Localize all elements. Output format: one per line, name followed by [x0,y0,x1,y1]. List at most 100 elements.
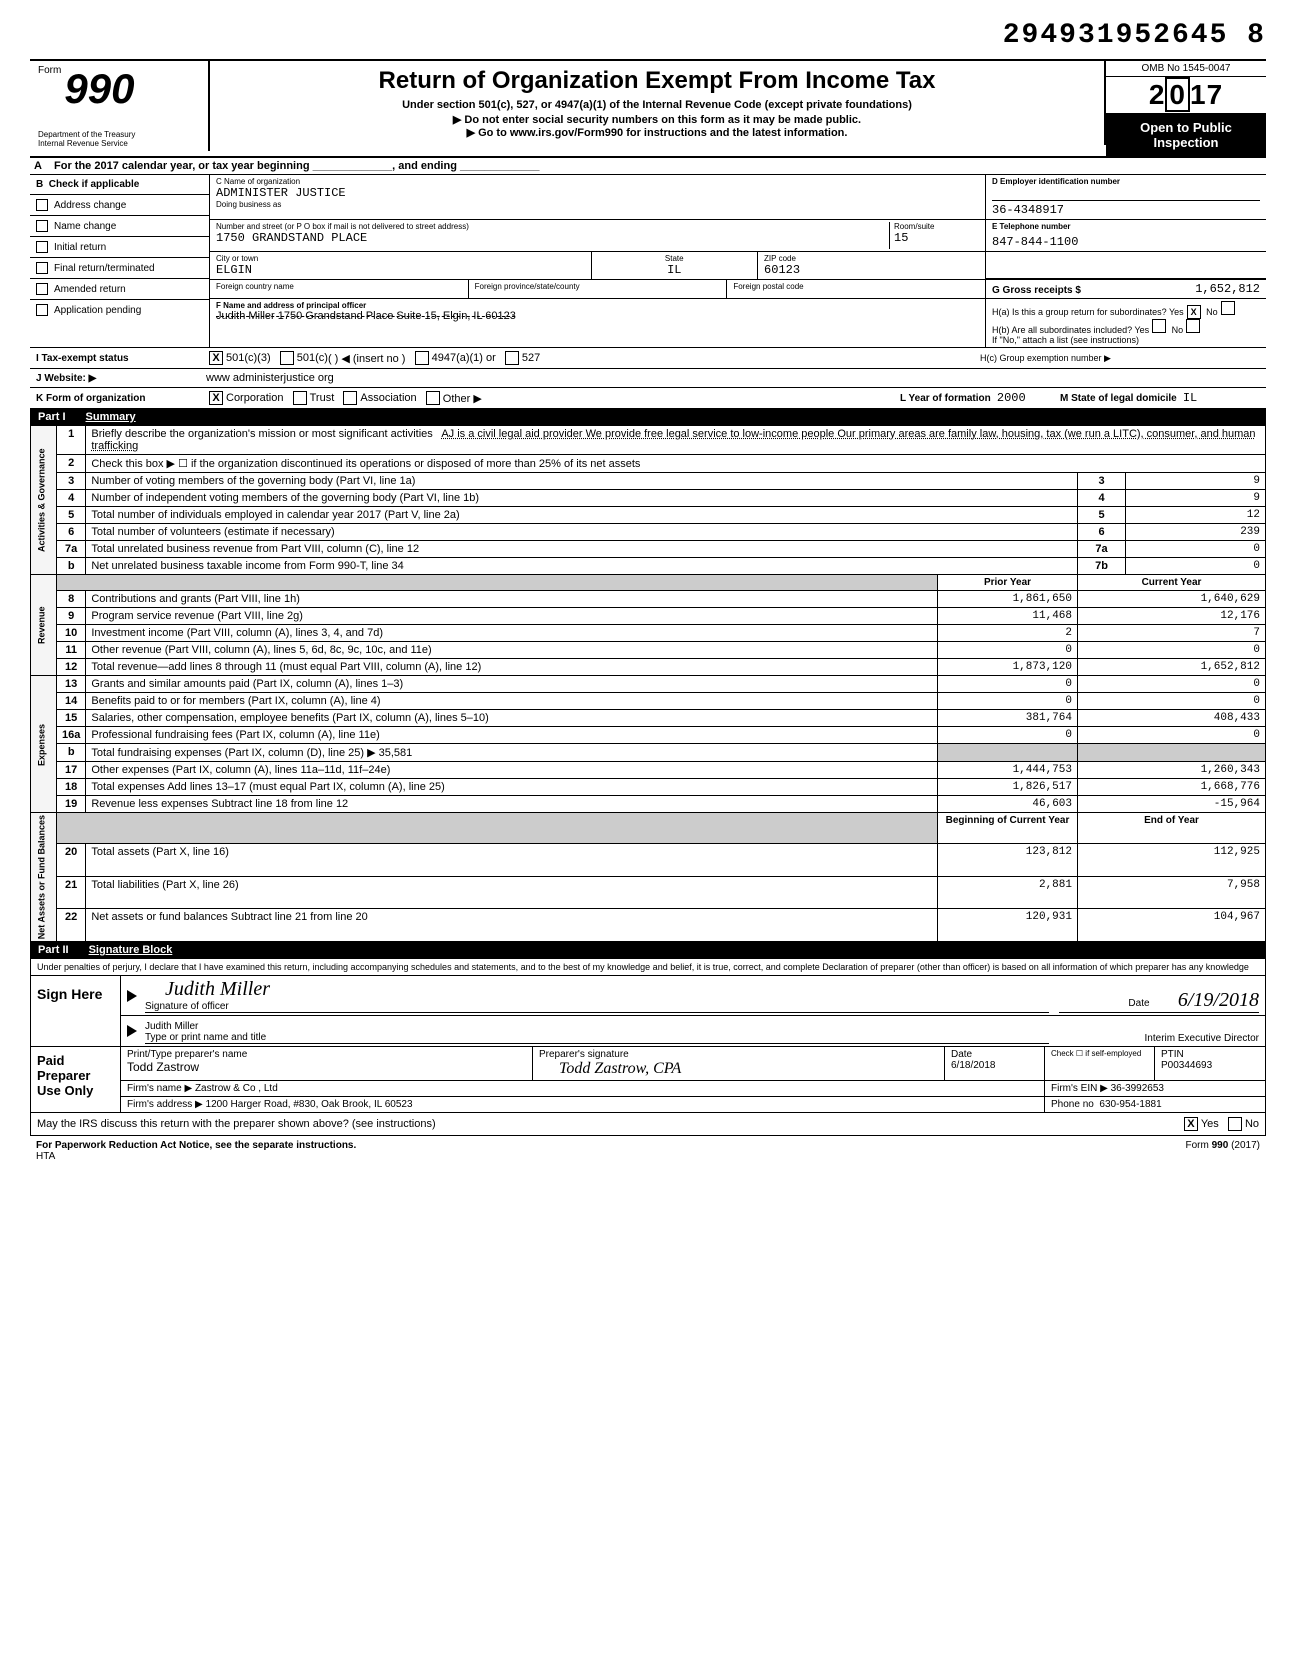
line-14-prior: 0 [938,693,1078,710]
line-12-curr: 1,652,812 [1078,659,1266,676]
ptin-label: PTIN [1161,1049,1259,1060]
side-net-assets: Net Assets or Fund Balances [31,813,57,942]
i-4947: 4947(a)(1) or [432,352,496,364]
line-17-desc: Other expenses (Part IX, column (A), lin… [86,762,938,779]
f-label: F Name and address of principal officer [216,301,979,310]
discuss-no-box[interactable] [1228,1117,1242,1131]
line-11-prior: 0 [938,642,1078,659]
omb-number: OMB No 1545-0047 [1106,61,1266,77]
discuss-question: May the IRS discuss this return with the… [37,1118,1181,1130]
principal-officer: Judith Miller 1750 Grandstand Place Suit… [216,310,979,322]
line-14-desc: Benefits paid to or for members (Part IX… [86,693,938,710]
k-other-box[interactable] [426,391,440,405]
hb-yes-box[interactable] [1152,319,1166,333]
chk-amended-return[interactable]: Amended return [30,279,209,300]
i-501c: 501(c) [297,352,328,364]
chk-name-change[interactable]: Name change [30,216,209,237]
self-employed-check[interactable]: Check ☐ if self-employed [1045,1047,1155,1080]
line-21-desc: Total liabilities (Part X, line 26) [86,876,938,909]
line-4-val: 9 [1126,490,1266,507]
line-10-curr: 7 [1078,625,1266,642]
line-5-val: 12 [1126,507,1266,524]
line-7a-val: 0 [1126,541,1266,558]
hta: HTA [36,1151,356,1162]
line-5-desc: Total number of individuals employed in … [86,507,1078,524]
line-13-curr: 0 [1078,676,1266,693]
form-subtitle-1: Under section 501(c), 527, or 4947(a)(1)… [220,99,1094,111]
zip-label: ZIP code [764,254,979,263]
chk-initial-return[interactable]: Initial return [30,237,209,258]
side-expenses: Expenses [31,676,57,813]
prep-name-label: Print/Type preparer's name [127,1049,526,1060]
row-i-label: I Tax-exempt status [36,353,206,364]
i-4947-box[interactable] [415,351,429,365]
chk-final-return[interactable]: Final return/terminated [30,258,209,279]
h-b-row: H(b) Are all subordinates included? Yes … [992,319,1260,335]
discuss-yes-box[interactable]: X [1184,1117,1198,1131]
row-k-label: K Form of organization [36,393,206,404]
firm-address: 1200 Harger Road, #830, Oak Brook, IL 60… [206,1099,413,1110]
m-label: M State of legal domicile [1060,393,1177,404]
line-14-curr: 0 [1078,693,1266,710]
street-value: 1750 GRANDSTAND PLACE [216,231,889,245]
ptin-value: P00344693 [1161,1060,1259,1071]
ha-yes-box[interactable]: X [1187,305,1201,319]
perjury-statement: Under penalties of perjury, I declare th… [31,959,1265,976]
officer-title: Interim Executive Director [1145,1033,1259,1044]
line-15-desc: Salaries, other compensation, employee b… [86,710,938,727]
state-label: State [598,254,752,263]
line-18-curr: 1,668,776 [1078,779,1266,796]
foreign-province-label: Foreign province/state/county [475,282,721,291]
k-assoc-box[interactable] [343,391,357,405]
chk-address-change[interactable]: Address change [30,195,209,216]
line-9-desc: Program service revenue (Part VIII, line… [86,608,938,625]
phone-label: Phone no [1051,1099,1094,1110]
state-domicile: IL [1183,391,1197,405]
i-527: 527 [522,352,540,364]
sign-here-label: Sign Here [31,976,121,1046]
chk-application-pending[interactable]: Application pending [30,300,209,320]
triangle-icon [127,1025,137,1037]
form-subtitle-3: ▶ Go to www.irs.gov/Form990 for instruct… [220,126,1094,139]
c-dba-label: Doing business as [216,200,979,209]
officer-name: Judith Miller [145,1021,198,1032]
c-street-label: Number and street (or P O box if mail is… [216,222,889,231]
state-value: IL [598,263,752,277]
foreign-country-label: Foreign country name [216,282,462,291]
k-other: Other ▶ [443,392,482,405]
line-7b-desc: Net unrelated business taxable income fr… [86,558,1078,575]
discuss-no: No [1245,1118,1259,1130]
line-7a-desc: Total unrelated business revenue from Pa… [86,541,1078,558]
line-17-curr: 1,260,343 [1078,762,1266,779]
line-2: Check this box ▶ ☐ if the organization d… [86,455,1266,473]
hdr-begin: Beginning of Current Year [938,813,1078,844]
gross-receipts-value: 1,652,812 [1081,282,1260,296]
firm-addr-label: Firm's address ▶ [127,1099,203,1110]
summary-table: Activities & Governance 1 Briefly descri… [30,425,1266,942]
line-22-desc: Net assets or fund balances Subtract lin… [86,909,938,942]
i-501c-paren: ( ) ◀ (insert no ) [328,352,406,365]
i-527-box[interactable] [505,351,519,365]
line-18-prior: 1,826,517 [938,779,1078,796]
org-name: ADMINISTER JUSTICE [216,186,979,200]
line-15-prior: 381,764 [938,710,1078,727]
preparer-signature: Todd Zastrow, CPA [559,1060,938,1078]
line-8-desc: Contributions and grants (Part VIII, lin… [86,591,938,608]
form-number: Form 990 [38,65,200,113]
line-15-curr: 408,433 [1078,710,1266,727]
line-18-desc: Total expenses Add lines 13–17 (must equ… [86,779,938,796]
k-trust-box[interactable] [293,391,307,405]
e-label: E Telephone number [992,222,1260,231]
part-1-header: Part I Summary [30,409,1266,425]
i-501c3-box[interactable]: X [209,351,223,365]
preparer-name: Todd Zastrow [127,1060,526,1074]
row-a-text: For the 2017 calendar year, or tax year … [54,160,1262,172]
hb-no-box[interactable] [1186,319,1200,333]
ha-no-box[interactable] [1221,301,1235,315]
k-corp-box[interactable]: X [209,391,223,405]
preparer-date: 6/18/2018 [951,1060,1038,1071]
type-print-label: Type or print name and title [145,1032,266,1043]
line-20-begin: 123,812 [938,843,1078,876]
i-501c-box[interactable] [280,351,294,365]
firm-ein: 36-3992653 [1111,1083,1164,1094]
